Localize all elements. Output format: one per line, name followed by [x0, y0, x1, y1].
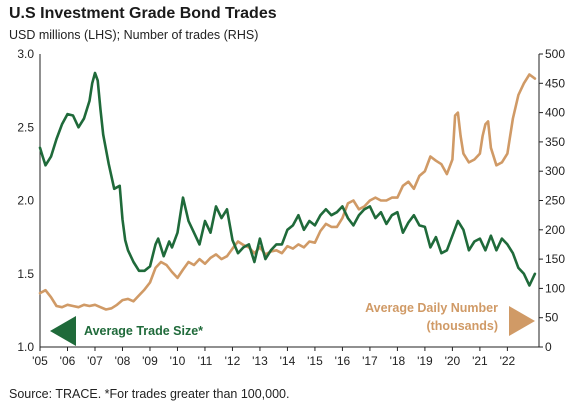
x-axis-tick-label: '13: [252, 354, 268, 368]
chart-subtitle: USD millions (LHS); Number of trades (RH…: [9, 28, 259, 42]
right-axis-tick-label: 400: [545, 106, 565, 120]
x-axis-tick-label: '21: [472, 354, 488, 368]
x-axis-tick-label: '05: [32, 354, 48, 368]
right-axis-tick-label: 500: [545, 47, 565, 61]
left-axis-tick-label: 2.5: [17, 120, 34, 134]
x-axis-tick-label: '15: [307, 354, 323, 368]
x-axis-tick-label: '17: [362, 354, 378, 368]
x-axis-tick-label: '20: [445, 354, 461, 368]
x-axis-tick-label: '06: [60, 354, 76, 368]
x-axis-tick-label: '11: [198, 354, 213, 368]
right-arrow-icon: [509, 306, 535, 336]
right-axis-tick-label: 100: [545, 281, 565, 295]
left-axis-ticks: 1.0 1.5 2.0 2.5 3.0: [17, 47, 34, 354]
right-axis-tick-label: 300: [545, 164, 565, 178]
x-axis-tick-label: '16: [335, 354, 351, 368]
x-axis-tick-label: '08: [115, 354, 131, 368]
annotation-daily-number-line1: Average Daily Number: [365, 301, 498, 315]
series-line-daily-number: [38, 73, 537, 311]
x-axis-tick-label: '12: [225, 354, 241, 368]
x-axis-tick-label: '10: [170, 354, 186, 368]
annotation-trade-size: Average Trade Size*: [84, 324, 203, 338]
left-axis-tick-label: 2.0: [17, 194, 34, 208]
x-axis-tick-label: '09: [142, 354, 158, 368]
right-axis-ticks: 0 50 100 150 200 250 300 350 400 450 500: [539, 47, 565, 354]
right-axis-tick-label: 250: [545, 194, 565, 208]
right-axis-tick-label: 150: [545, 252, 565, 266]
left-arrow-icon: [50, 316, 76, 346]
x-axis-tick-label: '18: [390, 354, 406, 368]
right-axis-tick-label: 350: [545, 135, 565, 149]
source-footnote: Source: TRACE. *For trades greater than …: [9, 387, 290, 401]
x-axis-tick-label: '19: [417, 354, 433, 368]
chart-title: U.S Investment Grade Bond Trades: [9, 5, 277, 22]
right-axis-tick-label: 50: [545, 311, 559, 325]
x-axis-tick-label: '22: [500, 354, 516, 368]
x-axis-ticks: '05 '06 '07 '08 '09 '10 '11 '12 '13 '14 '15 '16 '17 '…: [32, 347, 516, 368]
right-axis-tick-label: 0: [545, 340, 552, 354]
series-line-trade-size: [38, 71, 537, 287]
right-axis-tick-label: 200: [545, 223, 565, 237]
right-axis-tick-label: 450: [545, 76, 565, 90]
left-axis-tick-label: 3.0: [17, 47, 34, 61]
left-axis-tick-label: 1.5: [17, 267, 34, 281]
x-axis-tick-label: '07: [87, 354, 103, 368]
annotation-daily-number-line2: (thousands): [426, 319, 498, 333]
left-axis-tick-label: 1.0: [17, 340, 34, 354]
x-axis-tick-label: '14: [280, 354, 296, 368]
